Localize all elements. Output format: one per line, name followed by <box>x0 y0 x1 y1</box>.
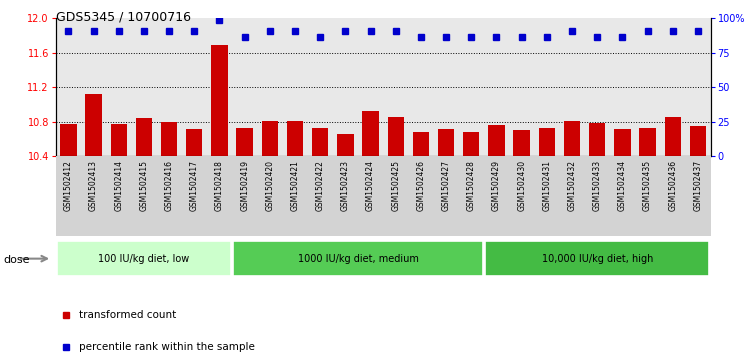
Bar <box>234 241 483 276</box>
Text: GSM1502425: GSM1502425 <box>391 160 400 211</box>
Bar <box>57 241 231 276</box>
Text: GSM1502416: GSM1502416 <box>164 160 173 211</box>
Text: GSM1502422: GSM1502422 <box>315 160 324 211</box>
Bar <box>312 128 328 156</box>
Bar <box>287 121 304 156</box>
Text: GSM1502415: GSM1502415 <box>139 160 149 211</box>
Bar <box>413 132 429 156</box>
Text: GSM1502418: GSM1502418 <box>215 160 224 211</box>
Bar <box>262 121 278 156</box>
Bar <box>161 122 177 156</box>
Bar <box>388 117 404 156</box>
Text: GSM1502413: GSM1502413 <box>89 160 98 211</box>
Bar <box>211 45 228 156</box>
Bar <box>589 123 606 156</box>
Bar <box>564 121 580 156</box>
Text: 1000 IU/kg diet, medium: 1000 IU/kg diet, medium <box>298 254 418 264</box>
Text: 10,000 IU/kg diet, high: 10,000 IU/kg diet, high <box>542 254 653 264</box>
Bar <box>56 156 711 236</box>
Bar <box>86 94 102 156</box>
Bar <box>513 130 530 156</box>
Text: GSM1502424: GSM1502424 <box>366 160 375 211</box>
Text: GSM1502421: GSM1502421 <box>290 160 300 211</box>
Text: GSM1502431: GSM1502431 <box>542 160 551 211</box>
Text: GSM1502417: GSM1502417 <box>190 160 199 211</box>
Bar <box>186 129 202 156</box>
Text: 100 IU/kg diet, low: 100 IU/kg diet, low <box>98 254 190 264</box>
Bar <box>690 126 706 156</box>
Bar <box>135 118 152 156</box>
Bar <box>664 117 681 156</box>
Text: GSM1502437: GSM1502437 <box>693 160 702 211</box>
Text: GSM1502436: GSM1502436 <box>668 160 677 211</box>
Bar <box>488 125 504 156</box>
Text: GSM1502420: GSM1502420 <box>266 160 275 211</box>
Text: GSM1502423: GSM1502423 <box>341 160 350 211</box>
Text: GSM1502426: GSM1502426 <box>417 160 426 211</box>
Text: GSM1502435: GSM1502435 <box>643 160 652 211</box>
Text: GSM1502428: GSM1502428 <box>466 160 476 211</box>
Text: GSM1502412: GSM1502412 <box>64 160 73 211</box>
Text: GSM1502427: GSM1502427 <box>442 160 451 211</box>
Text: GSM1502419: GSM1502419 <box>240 160 249 211</box>
Text: transformed count: transformed count <box>79 310 176 320</box>
Bar <box>438 129 455 156</box>
Bar <box>111 124 127 156</box>
Bar <box>337 134 353 156</box>
Text: GSM1502432: GSM1502432 <box>568 160 577 211</box>
Text: GSM1502430: GSM1502430 <box>517 160 526 211</box>
Bar <box>60 124 77 156</box>
Text: GDS5345 / 10700716: GDS5345 / 10700716 <box>56 11 190 24</box>
Bar <box>615 129 631 156</box>
Bar <box>539 128 555 156</box>
Text: dose: dose <box>4 254 31 265</box>
Bar <box>639 128 655 156</box>
Bar <box>362 111 379 156</box>
Bar <box>463 132 479 156</box>
Text: percentile rank within the sample: percentile rank within the sample <box>79 342 254 352</box>
Text: GSM1502429: GSM1502429 <box>492 160 501 211</box>
Bar <box>237 128 253 156</box>
Text: GSM1502414: GSM1502414 <box>115 160 124 211</box>
Bar <box>485 241 709 276</box>
Text: GSM1502433: GSM1502433 <box>593 160 602 211</box>
Text: GSM1502434: GSM1502434 <box>618 160 627 211</box>
